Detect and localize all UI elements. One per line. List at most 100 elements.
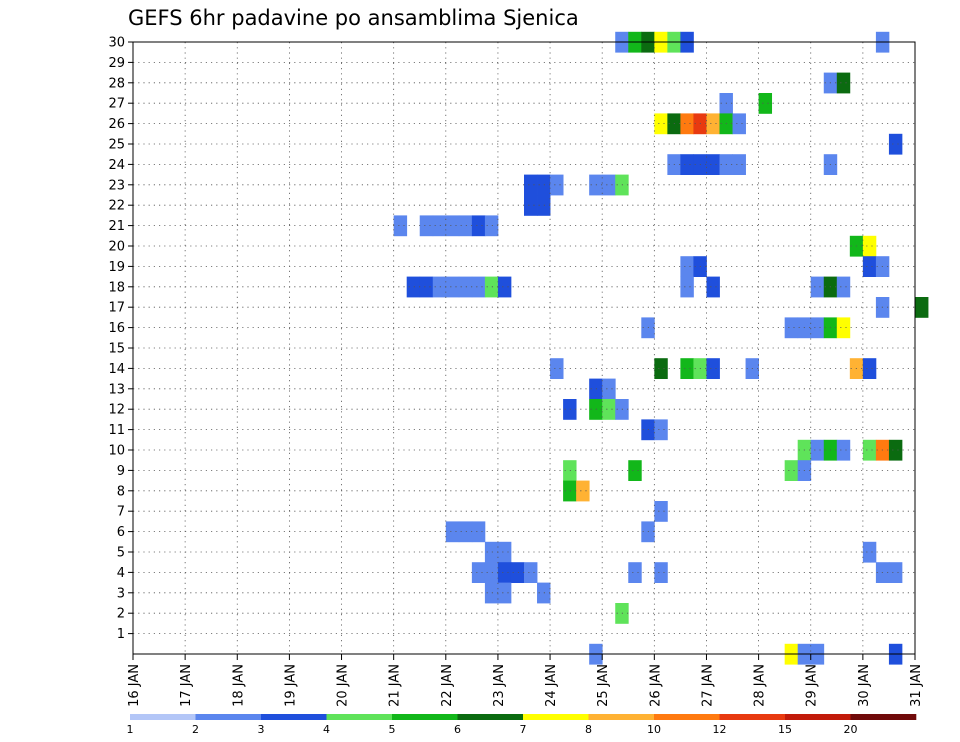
y-tick-label: 15 xyxy=(108,342,125,357)
precip-cell xyxy=(550,358,564,379)
x-axis: 16 JAN 17 JAN 18 JAN 19 JAN 20 JAN 21 JAN 22 J… xyxy=(127,654,924,707)
precip-cells xyxy=(393,31,929,665)
precip-cell xyxy=(888,562,903,583)
precip-cell xyxy=(458,215,473,237)
y-tick-label: 6 xyxy=(117,525,125,540)
precip-cell xyxy=(706,154,720,175)
colorbar: 1 2 3 4 5 6 7 8 10 12 15 20 xyxy=(127,714,917,736)
precip-cell xyxy=(484,276,499,298)
precip-cell xyxy=(432,276,447,298)
colorbar-label: 4 xyxy=(323,723,330,736)
precip-cell xyxy=(497,582,512,604)
precip-cell xyxy=(524,562,538,583)
y-tick-label: 10 xyxy=(108,444,125,459)
y-tick-label: 18 xyxy=(108,280,125,295)
x-tick-label: 24 JAN xyxy=(544,664,559,707)
y-tick-label: 11 xyxy=(108,423,125,438)
y-tick-label: 13 xyxy=(108,382,125,397)
y-tick-label: 26 xyxy=(108,117,125,132)
precip-cell xyxy=(680,154,694,175)
precip-cell xyxy=(784,460,799,481)
y-tick-label: 5 xyxy=(117,546,125,561)
precip-cell xyxy=(471,521,486,543)
precip-cell xyxy=(706,276,720,298)
precip-cell xyxy=(654,113,668,135)
precip-cell xyxy=(732,113,746,135)
x-tick-label: 21 JAN xyxy=(388,664,403,707)
precip-cell xyxy=(888,439,903,461)
x-tick-label: 16 JAN xyxy=(127,664,142,707)
precip-cell xyxy=(471,276,486,298)
precip-cell xyxy=(654,358,668,379)
precip-cell xyxy=(862,358,877,379)
precip-cell xyxy=(484,215,499,237)
colorbar-swatch xyxy=(523,714,589,720)
chart-title: GEFS 6hr padavine po ansamblima Sjenica xyxy=(128,6,579,30)
precip-cell xyxy=(537,174,551,196)
precip-cell xyxy=(497,541,512,563)
precip-cell xyxy=(524,174,538,196)
precip-cell xyxy=(537,582,551,604)
x-tick-label: 31 JAN xyxy=(909,664,924,707)
y-axis: 1234567891011121314151617181920212223242… xyxy=(108,36,133,642)
precip-cell xyxy=(628,562,642,583)
x-tick-label: 29 JAN xyxy=(805,664,820,707)
y-tick-label: 24 xyxy=(108,158,125,173)
y-tick-label: 16 xyxy=(108,321,125,336)
precip-cell xyxy=(862,439,877,461)
precip-cell xyxy=(432,215,447,237)
x-tick-label: 25 JAN xyxy=(596,664,611,707)
y-tick-label: 2 xyxy=(117,607,125,622)
precip-cell xyxy=(497,562,512,583)
colorbar-label: 1 xyxy=(127,723,134,736)
precip-cell xyxy=(458,276,473,298)
y-tick-label: 19 xyxy=(108,260,125,275)
x-tick-label: 18 JAN xyxy=(231,664,246,707)
x-tick-label: 28 JAN xyxy=(753,664,768,707)
y-tick-label: 14 xyxy=(108,362,125,377)
precip-cell xyxy=(836,276,851,298)
precip-cell xyxy=(654,562,668,583)
colorbar-swatch xyxy=(850,714,917,720)
precip-cell xyxy=(510,562,525,583)
precip-cell xyxy=(654,501,668,522)
x-tick-label: 27 JAN xyxy=(700,664,715,707)
precip-cell xyxy=(393,215,408,237)
x-tick-label: 20 JAN xyxy=(336,664,351,707)
precip-cell xyxy=(628,460,642,481)
y-tick-label: 27 xyxy=(108,97,125,112)
precip-cell xyxy=(706,358,720,379)
colorbar-swatch xyxy=(588,714,655,720)
y-tick-label: 9 xyxy=(117,464,125,479)
precip-cell xyxy=(484,541,499,563)
colorbar-label: 2 xyxy=(192,723,199,736)
precip-cell xyxy=(576,480,590,502)
precip-cell xyxy=(471,215,486,237)
precip-cell xyxy=(419,276,434,298)
grid-lines xyxy=(133,41,915,654)
colorbar-swatch xyxy=(195,714,262,720)
colorbar-swatch xyxy=(392,714,458,720)
precip-cell xyxy=(862,235,877,257)
colorbar-swatch xyxy=(326,714,393,720)
y-tick-label: 28 xyxy=(108,76,125,91)
y-tick-label: 7 xyxy=(117,505,125,520)
precip-cell xyxy=(836,317,851,339)
precip-cell xyxy=(524,195,538,216)
precip-cell xyxy=(537,195,551,216)
precip-cell xyxy=(654,419,668,441)
precip-cell xyxy=(680,276,694,298)
colorbar-label: 3 xyxy=(258,723,265,736)
precip-cell xyxy=(732,154,746,175)
precip-cell xyxy=(836,439,851,461)
precip-cell xyxy=(680,358,694,379)
y-tick-label: 17 xyxy=(108,301,125,316)
x-tick-label: 26 JAN xyxy=(648,664,663,707)
y-tick-label: 20 xyxy=(108,240,125,255)
precip-cell xyxy=(602,174,616,196)
precip-cell xyxy=(758,93,773,114)
precip-cell xyxy=(680,113,694,135)
colorbar-label: 20 xyxy=(844,723,858,736)
y-tick-label: 25 xyxy=(108,138,125,153)
colorbar-label: 12 xyxy=(713,723,727,736)
